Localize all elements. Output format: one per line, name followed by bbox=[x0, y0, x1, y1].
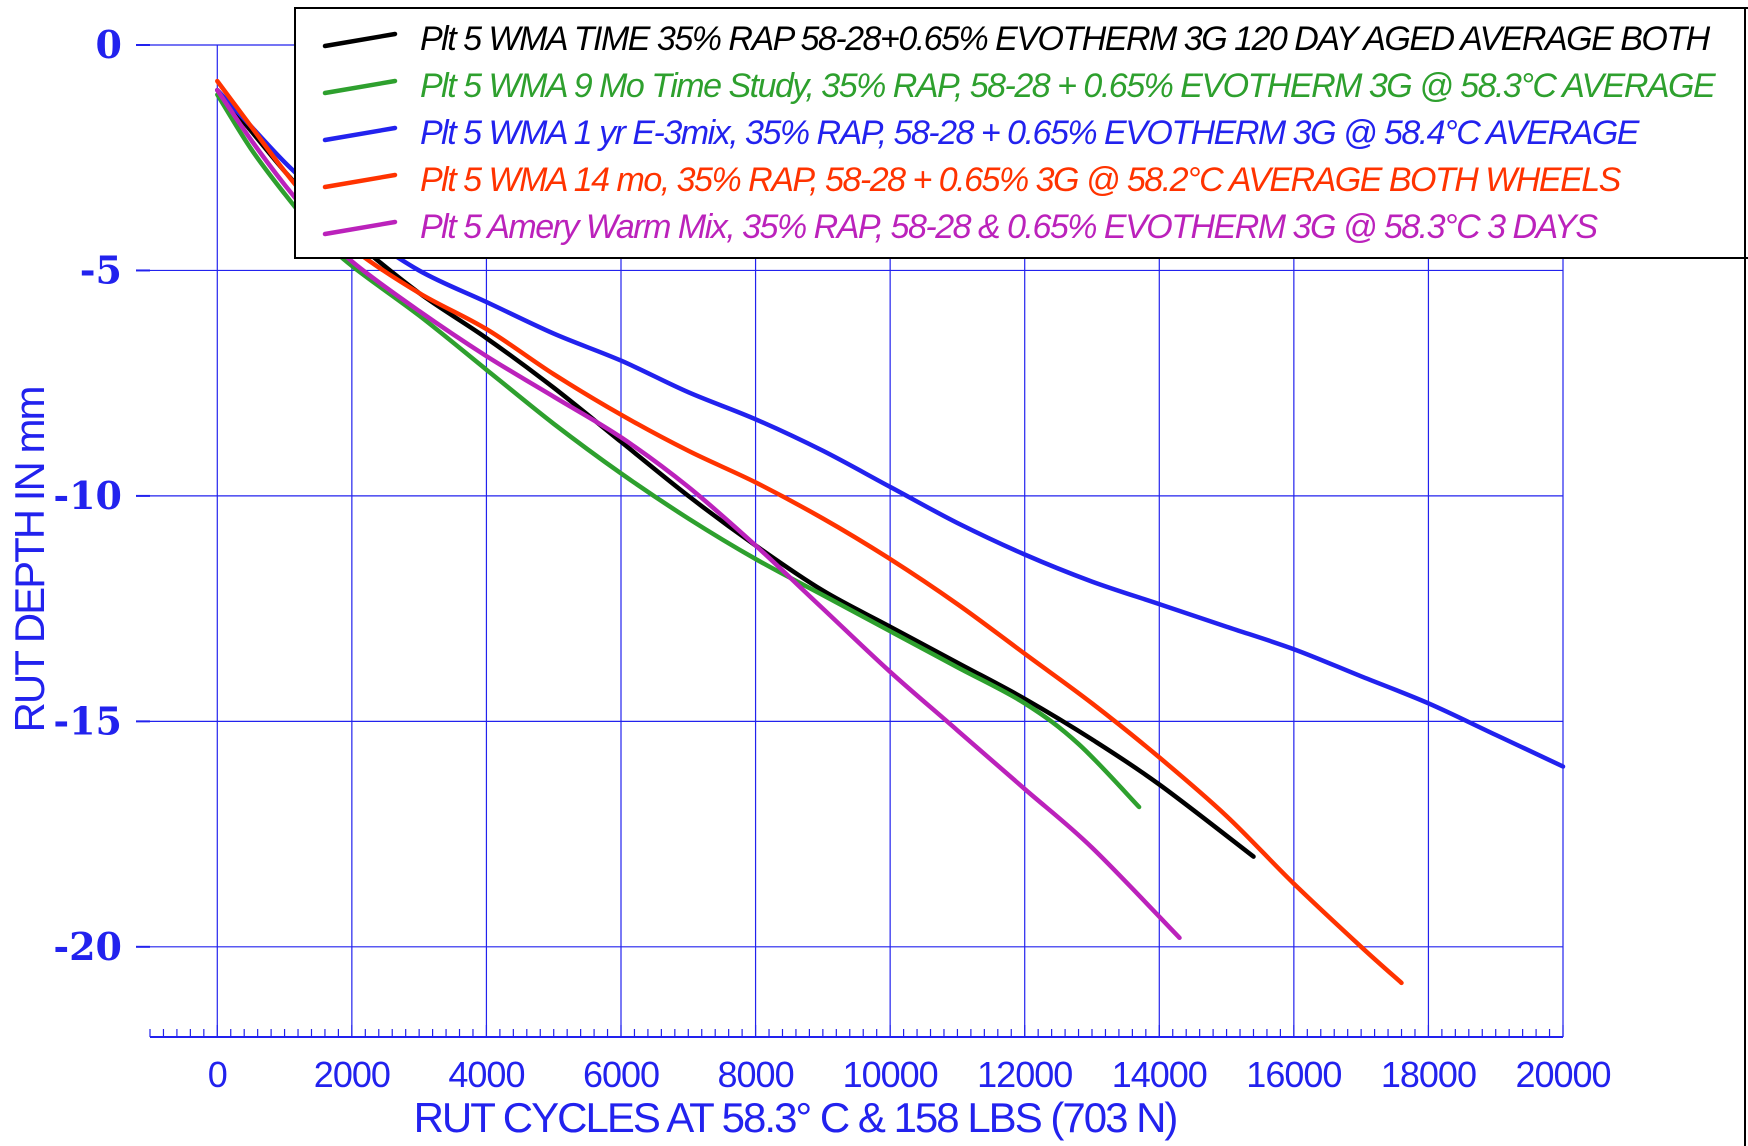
legend-label-1: Plt 5 WMA TIME 35% RAP 58-28+0.65% EVOTH… bbox=[420, 20, 1711, 58]
legend: Plt 5 WMA TIME 35% RAP 58-28+0.65% EVOTH… bbox=[294, 7, 1748, 1146]
legend-swatch-1 bbox=[322, 31, 398, 49]
x-tick-label: 10000 bbox=[843, 1054, 938, 1095]
legend-swatch-3 bbox=[322, 125, 398, 143]
legend-label-5: Plt 5 Amery Warm Mix, 35% RAP, 58-28 & 0… bbox=[420, 208, 1598, 246]
x-tick-label: 18000 bbox=[1381, 1054, 1476, 1095]
legend-label-2: Plt 5 WMA 9 Mo Time Study, 35% RAP, 58-2… bbox=[420, 67, 1716, 105]
x-tick-label: 16000 bbox=[1246, 1054, 1341, 1095]
x-tick-label: 12000 bbox=[977, 1054, 1072, 1095]
x-axis-title: RUT CYCLES AT 58.3° C & 158 LBS (703 N) bbox=[414, 1094, 1177, 1141]
y-tick-label: -20 bbox=[53, 924, 122, 969]
y-axis-title: RUT DEPTH IN mm bbox=[6, 388, 53, 733]
x-tick-label: 4000 bbox=[448, 1054, 524, 1095]
y-tick-label: 0 bbox=[96, 22, 122, 67]
y-tick-label: -15 bbox=[53, 698, 122, 743]
legend-swatch-2 bbox=[322, 78, 398, 96]
x-tick-label: 2000 bbox=[314, 1054, 390, 1095]
x-tick-label: 20000 bbox=[1515, 1054, 1610, 1095]
legend-swatch-4 bbox=[322, 172, 398, 190]
legend-swatch-5 bbox=[322, 219, 398, 237]
legend-label-3: Plt 5 WMA 1 yr E-3mix, 35% RAP, 58-28 + … bbox=[420, 114, 1640, 152]
x-tick-label: 8000 bbox=[718, 1054, 794, 1095]
x-tick-label: 6000 bbox=[583, 1054, 659, 1095]
x-tick-label: 14000 bbox=[1112, 1054, 1207, 1095]
legend-label-4: Plt 5 WMA 14 mo, 35% RAP, 58-28 + 0.65% … bbox=[420, 161, 1622, 199]
legend-box bbox=[294, 7, 1748, 259]
y-tick-label: -10 bbox=[53, 473, 122, 518]
y-tick-label: -5 bbox=[80, 247, 122, 292]
axes: 0 2000 4000 6000 8000 10000 12000 14000 16000 180… bbox=[53, 22, 1611, 1095]
x-tick-label: 0 bbox=[208, 1054, 227, 1095]
